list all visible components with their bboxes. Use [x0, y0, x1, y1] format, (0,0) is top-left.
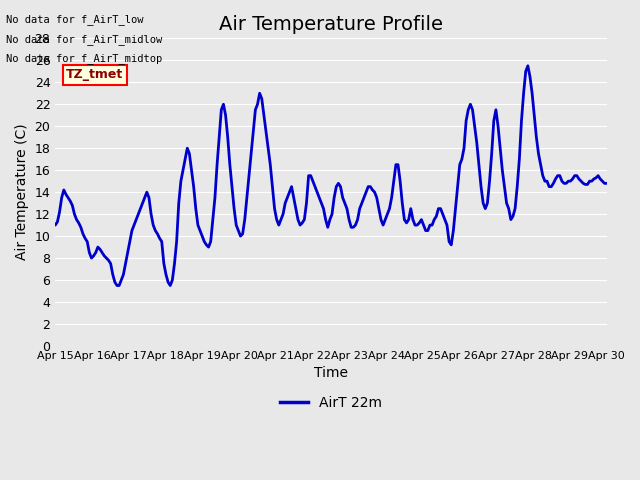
Text: No data for f_AirT_low: No data for f_AirT_low	[6, 14, 144, 25]
Title: Air Temperature Profile: Air Temperature Profile	[219, 15, 443, 34]
Text: No data for f_AirT_midlow: No data for f_AirT_midlow	[6, 34, 163, 45]
Text: No data for f_AirT_midtop: No data for f_AirT_midtop	[6, 53, 163, 64]
X-axis label: Time: Time	[314, 366, 348, 380]
Legend: AirT 22m: AirT 22m	[275, 391, 387, 416]
Y-axis label: Air Temperature (C): Air Temperature (C)	[15, 124, 29, 261]
Text: TZ_tmet: TZ_tmet	[67, 68, 124, 81]
